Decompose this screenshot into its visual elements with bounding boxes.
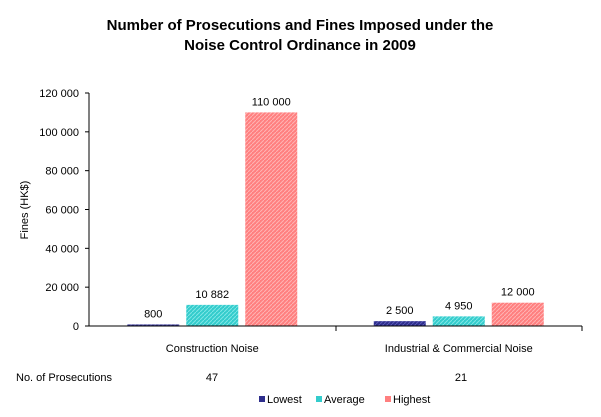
bar-average-2	[432, 316, 485, 326]
prosecutions-industrial: 21	[455, 372, 467, 384]
y-tick-label: 40 000	[45, 243, 79, 255]
bar-value-label: 4 950	[445, 300, 473, 312]
y-tick-label: 0	[73, 321, 79, 333]
y-tick-label: 120 000	[39, 88, 79, 100]
bar-lowest-2	[373, 321, 426, 326]
legend-label-average: Average	[324, 394, 365, 406]
y-axis-ticks: 0 20 000 40 000 60 000 80 000 100 000 120 000	[39, 88, 89, 333]
chart-title-line-2: Noise Control Ordinance in 2009	[184, 37, 416, 54]
bar-value-label: 110 000	[252, 96, 291, 108]
legend-label-lowest: Lowest	[267, 394, 302, 406]
prosecutions-label: No. of Prosecutions	[16, 372, 112, 384]
legend-swatch-average	[316, 396, 322, 402]
legend-swatch-highest	[385, 396, 391, 402]
bar-value-labels: 800 10 882 110 000 2 500 4 950 12 000	[144, 96, 535, 320]
bar-average-1	[186, 304, 239, 326]
y-axis-label: Fines (HK$)	[19, 181, 31, 240]
bar-value-label: 800	[144, 308, 162, 320]
bar-highest-2	[491, 302, 544, 326]
legend-swatch-lowest	[259, 396, 265, 402]
bar-value-label: 12 000	[501, 287, 535, 299]
category-label: Industrial & Commercial Noise	[385, 343, 533, 355]
bar-value-label: 10 882	[195, 289, 229, 301]
y-tick-label: 100 000	[39, 127, 79, 139]
legend: Lowest Average Highest	[259, 394, 430, 406]
y-tick-label: 80 000	[45, 166, 79, 178]
y-tick-label: 20 000	[45, 282, 79, 294]
y-tick-label: 60 000	[45, 205, 79, 217]
category-label: Construction Noise	[166, 343, 259, 355]
bar-value-label: 2 500	[386, 305, 414, 317]
chart-title-line-1: Number of Prosecutions and Fines Imposed…	[107, 17, 494, 34]
bar-highest-1	[245, 112, 298, 327]
legend-label-highest: Highest	[393, 394, 430, 406]
bar-lowest-1	[127, 324, 180, 326]
prosecutions-construction: 47	[206, 372, 218, 384]
category-labels: Construction Noise Industrial & Commercia…	[166, 343, 533, 355]
bars	[127, 112, 544, 327]
